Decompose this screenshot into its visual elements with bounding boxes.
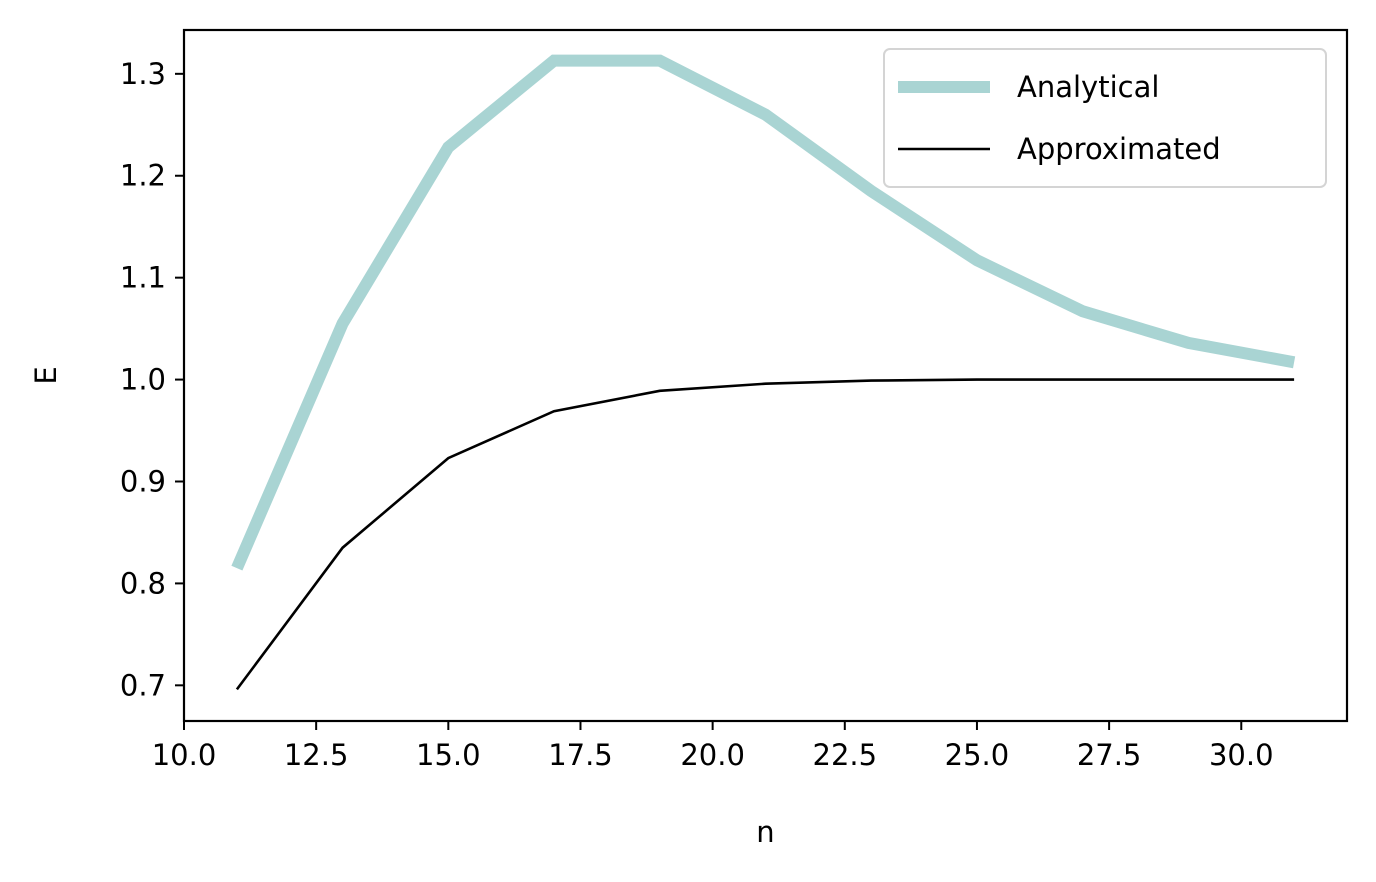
legend-box xyxy=(883,48,1327,188)
y-axis-label: E xyxy=(29,366,63,384)
y-tick-label: 1.2 xyxy=(120,159,166,193)
y-tick-label: 0.7 xyxy=(120,668,166,702)
y-tick-label: 1.0 xyxy=(120,363,166,397)
x-tick-label: 12.5 xyxy=(284,738,349,772)
x-axis: 10.0 12.5 15.0 17.5 20.0 22.5 25.0 27.5 30.0 xyxy=(152,721,1274,772)
x-tick-label: 15.0 xyxy=(416,738,481,772)
x-tick-label: 30.0 xyxy=(1209,738,1274,772)
series-layer xyxy=(231,54,1296,691)
x-tick-label: 25.0 xyxy=(945,738,1010,772)
y-tick-label: 1.3 xyxy=(120,57,166,91)
x-tick-label: 27.5 xyxy=(1077,738,1142,772)
x-axis-label: n xyxy=(756,815,774,849)
y-tick-label: 1.1 xyxy=(120,261,166,295)
y-tick-label: 0.8 xyxy=(120,566,166,600)
legend-label-approximated: Approximated xyxy=(1017,132,1221,166)
x-tick-label: 22.5 xyxy=(813,738,878,772)
series-line-analytical xyxy=(231,54,1296,571)
series-line-approximated xyxy=(235,378,1295,691)
legend-label-analytical: Analytical xyxy=(1017,70,1159,104)
x-tick-label: 17.5 xyxy=(548,738,613,772)
y-tick-label: 0.9 xyxy=(120,464,166,498)
y-axis: 0.7 0.8 0.9 1.0 1.1 1.2 1.3 xyxy=(120,57,184,702)
legend: Analytical Approximated xyxy=(883,48,1327,188)
x-tick-label: 10.0 xyxy=(152,738,217,772)
x-tick-label: 20.0 xyxy=(680,738,745,772)
plot-frame xyxy=(182,28,1349,723)
